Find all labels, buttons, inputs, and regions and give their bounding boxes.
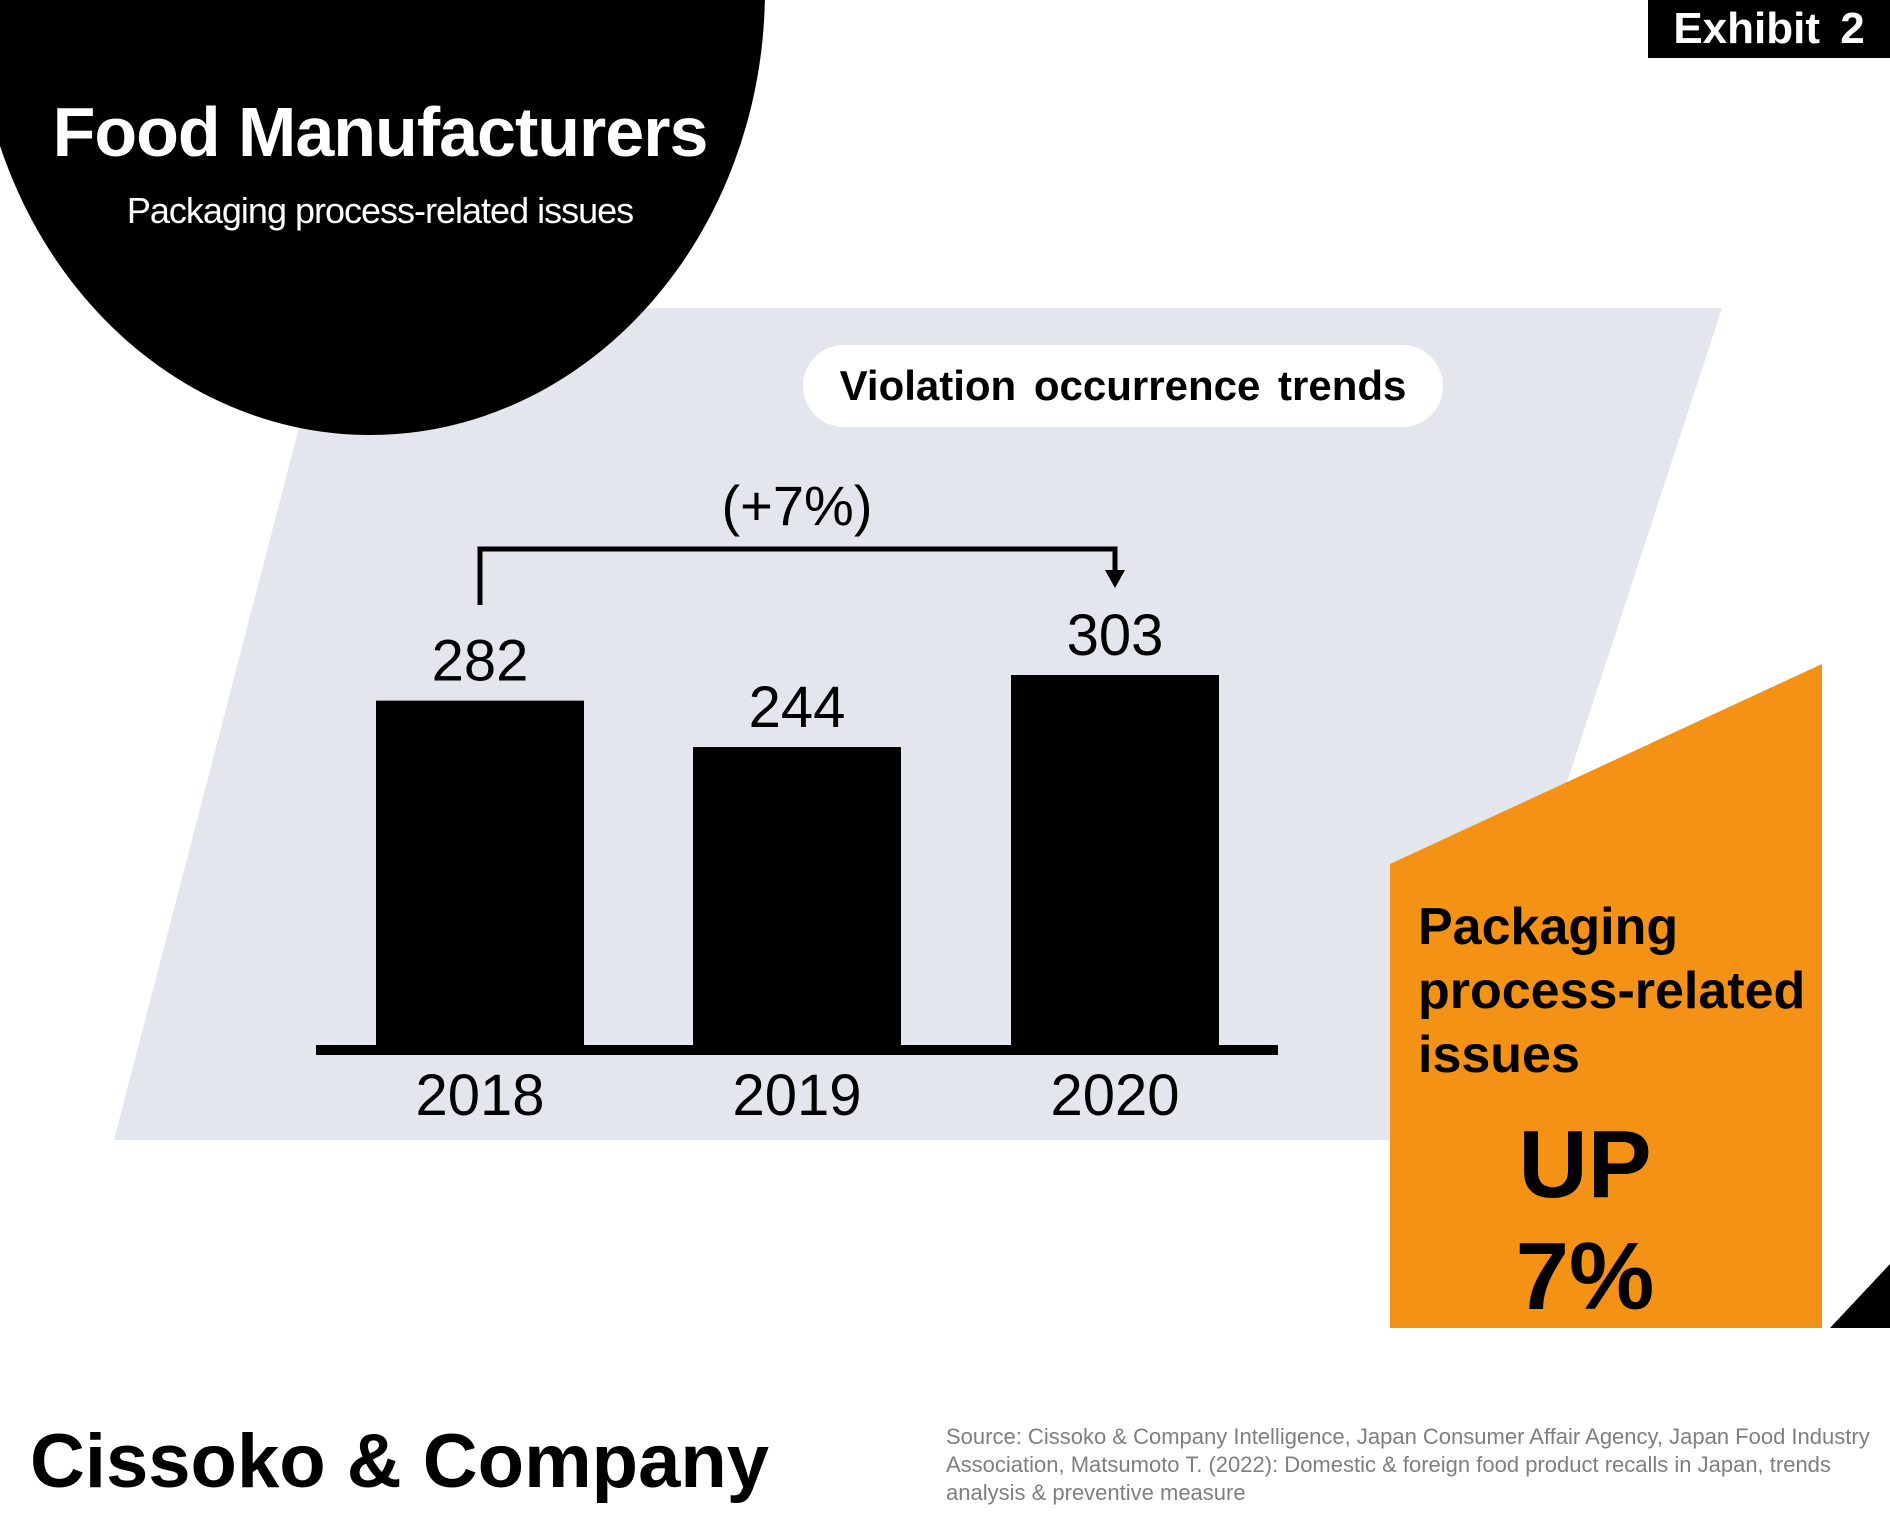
x-tick-2020: 2020 — [1050, 1063, 1179, 1128]
company-name: Cissoko & Company — [30, 1419, 770, 1504]
data-label-2020: 303 — [1067, 603, 1164, 668]
data-label-2019: 244 — [749, 675, 846, 740]
change-bracket — [477, 546, 1118, 605]
circle-subtitle: Packaging process-related issues — [126, 190, 634, 231]
data-label-2018: 282 — [432, 629, 529, 694]
bar-2020 — [1011, 675, 1219, 1045]
exhibit-label: Exhibit 2 — [1648, 0, 1890, 58]
bar-chart: (+7%) 282 2018 244 2019 303 2020 — [316, 474, 1278, 1128]
change-arrowhead — [1105, 570, 1125, 588]
x-tick-2019: 2019 — [732, 1063, 861, 1128]
callout-panel — [1390, 664, 1822, 1328]
bar-2019 — [693, 747, 901, 1045]
circle-title: Food Manufacturers — [52, 93, 709, 171]
x-tick-2018: 2018 — [415, 1063, 544, 1128]
source-note: Source: Cissoko & Company Intelligence, … — [946, 1424, 1870, 1505]
callout-percent: 7% — [1515, 1223, 1655, 1330]
change-annotation: (+7%) — [722, 474, 873, 537]
callout-heading: Packaging process-related issues — [1418, 898, 1806, 1084]
bar-2018 — [376, 700, 584, 1045]
chart-title: Violation occurrence trends — [803, 345, 1443, 427]
corner-triangle — [1830, 1264, 1890, 1328]
callout-up-text: UP — [1518, 1111, 1652, 1218]
title-circle — [0, 0, 765, 435]
